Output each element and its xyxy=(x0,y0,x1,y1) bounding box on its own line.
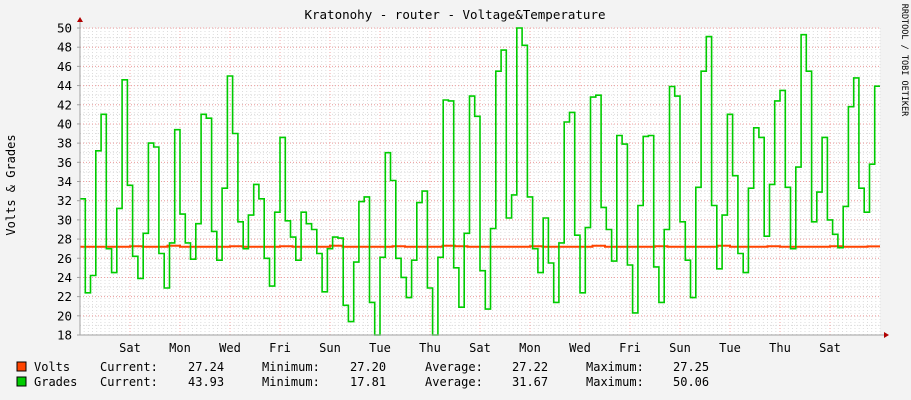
legend-grades-maximum-label: Maximum: xyxy=(586,375,644,389)
legend-row-volts: Volts Current: 27.24 Minimum: 27.20 Aver… xyxy=(16,360,709,374)
legend-grades-average: 31.67 xyxy=(512,375,548,389)
x-tick-label: Sun xyxy=(319,341,341,355)
legend-row-grades: Grades Current: 43.93 Minimum: 17.81 Ave… xyxy=(16,375,709,389)
x-axis-arrow xyxy=(884,332,889,338)
legend-volts-current-label: Current: xyxy=(100,360,158,374)
chart-title: Kratonohy - router - Voltage&Temperature xyxy=(304,7,605,22)
x-tick-label: Wed xyxy=(569,341,591,355)
legend-grades-minimum: 17.81 xyxy=(350,375,386,389)
x-tick-label: Thu xyxy=(769,341,791,355)
legend: Volts Current: 27.24 Minimum: 27.20 Aver… xyxy=(16,360,709,389)
x-tick-label: Mon xyxy=(169,341,191,355)
legend-grades-name: Grades xyxy=(34,375,77,389)
y-tick-label: 44 xyxy=(57,78,72,93)
x-tick-label: Fri xyxy=(269,341,291,355)
x-tick-label: Tue xyxy=(369,341,391,355)
legend-swatch-grades xyxy=(16,376,27,387)
legend-volts-current: 27.24 xyxy=(188,360,224,374)
legend-grades-maximum: 50.06 xyxy=(673,375,709,389)
y-tick-label: 30 xyxy=(57,212,72,227)
y-tick-label: 42 xyxy=(57,97,72,112)
y-tick-label: 40 xyxy=(57,116,72,131)
y-tick-label: 20 xyxy=(57,308,72,323)
series-layer xyxy=(80,27,880,336)
legend-volts-maximum: 27.25 xyxy=(673,360,709,374)
y-tick-label: 32 xyxy=(57,193,72,208)
y-axis-label: Volts & Grades xyxy=(4,134,18,235)
legend-volts-average: 27.22 xyxy=(512,360,548,374)
series-line-grades xyxy=(80,27,880,336)
y-tick-label: 36 xyxy=(57,155,72,170)
x-tick-label: Sat xyxy=(469,341,491,355)
x-tick-label: Sun xyxy=(669,341,691,355)
axes-layer xyxy=(77,17,889,338)
grid-layer xyxy=(79,27,881,336)
x-tick-label: Fri xyxy=(619,341,641,355)
legend-volts-average-label: Average: xyxy=(425,360,483,374)
x-tick-label: Thu xyxy=(419,341,441,355)
y-tick-labels: 18 20 22 24 26 28 30 32 34 36 38 40 42 44 46 48 50 xyxy=(57,21,72,343)
legend-grades-current: 43.93 xyxy=(188,375,224,389)
x-tick-label: Tue xyxy=(719,341,741,355)
y-tick-label: 46 xyxy=(57,59,72,74)
legend-volts-minimum-label: Minimum: xyxy=(262,360,320,374)
x-tick-label: Sat xyxy=(819,341,841,355)
y-axis-arrow xyxy=(77,17,83,22)
y-tick-label: 22 xyxy=(57,289,72,304)
x-tick-labels: Sat Mon Wed Fri Sun Tue Thu Sat Mon Wed Fri Sun Tue T… xyxy=(119,341,841,355)
y-tick-label: 34 xyxy=(57,174,72,189)
y-tick-label: 26 xyxy=(57,251,72,266)
legend-volts-maximum-label: Maximum: xyxy=(586,360,644,374)
y-tick-label: 50 xyxy=(57,21,72,36)
y-tick-label: 38 xyxy=(57,136,72,151)
y-tick-label: 18 xyxy=(57,328,72,343)
y-tick-label: 28 xyxy=(57,232,72,247)
y-tick-label: 24 xyxy=(57,270,72,285)
legend-volts-name: Volts xyxy=(34,360,70,374)
legend-grades-current-label: Current: xyxy=(100,375,158,389)
y-tick-label: 48 xyxy=(57,40,72,55)
legend-volts-minimum: 27.20 xyxy=(350,360,386,374)
x-tick-label: Sat xyxy=(119,341,141,355)
legend-grades-average-label: Average: xyxy=(425,375,483,389)
x-tick-label: Mon xyxy=(519,341,541,355)
rrdtool-watermark: RRDTOOL / TOBI OETIKER xyxy=(899,4,909,117)
legend-swatch-volts xyxy=(16,361,27,372)
x-tick-label: Wed xyxy=(219,341,241,355)
legend-grades-minimum-label: Minimum: xyxy=(262,375,320,389)
